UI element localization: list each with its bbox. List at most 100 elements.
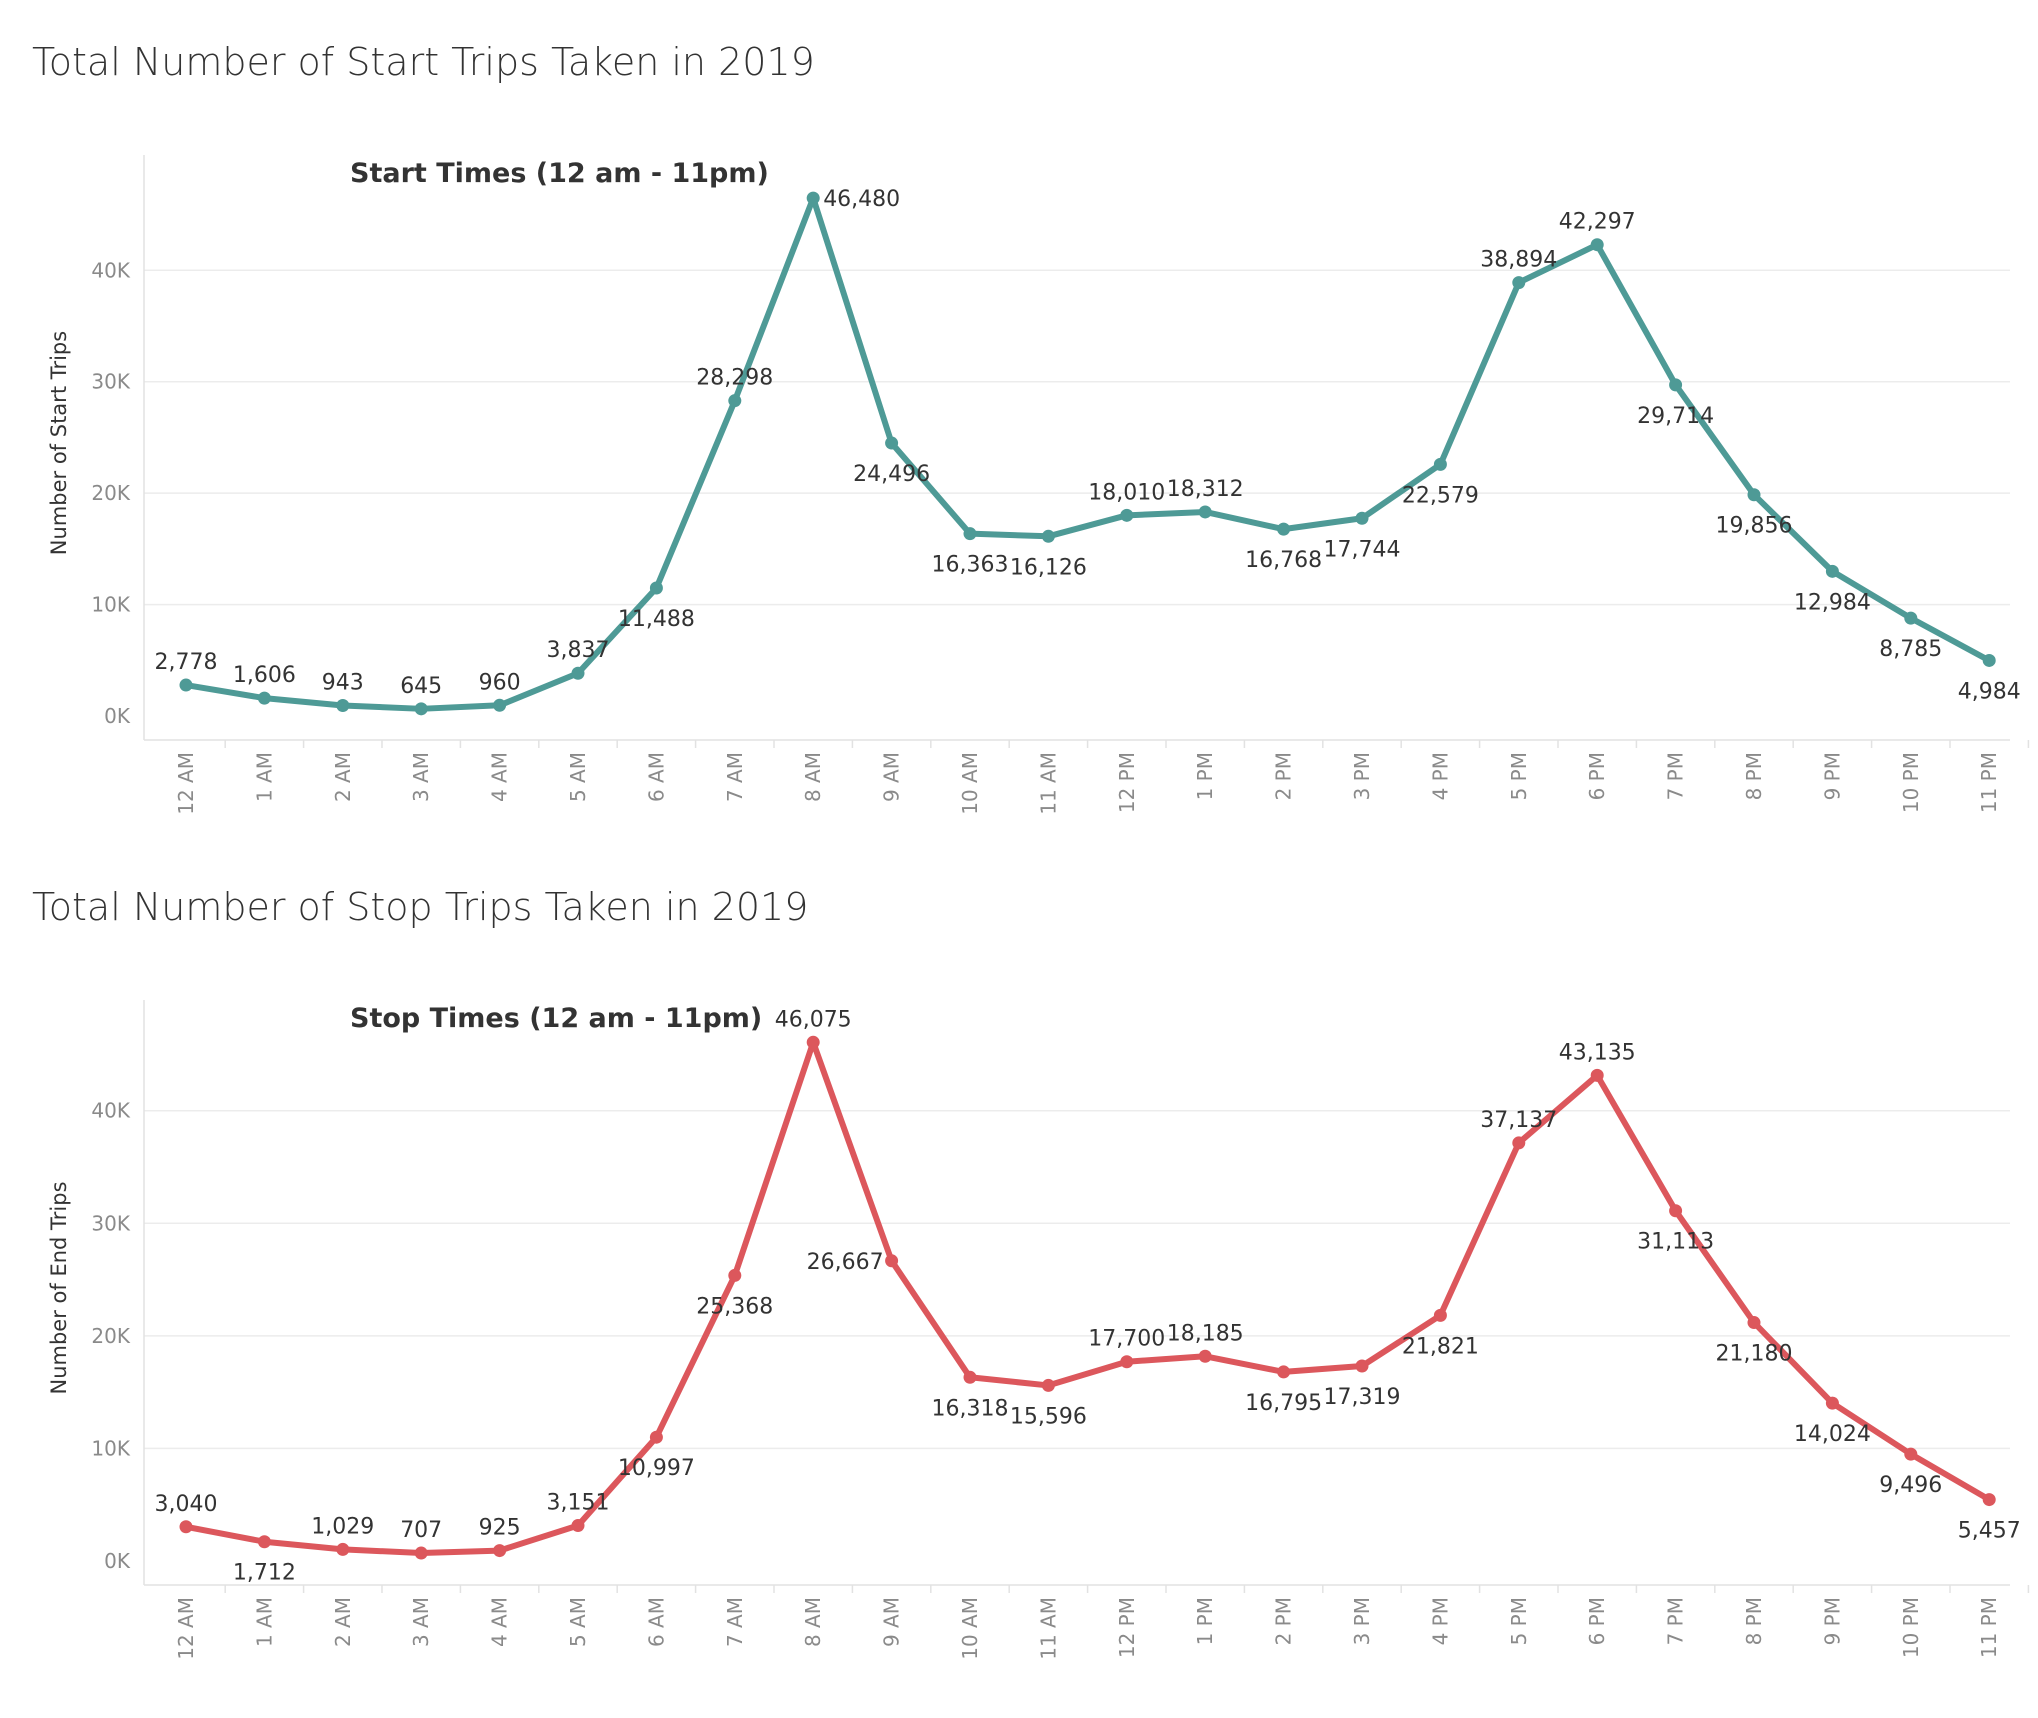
- data-label: 16,795: [1245, 1391, 1322, 1416]
- data-point: [1512, 1136, 1526, 1150]
- stop-chart-page-title: Total Number of Stop Trips Taken in 2019: [32, 885, 809, 929]
- x-tick-label: 6 AM: [644, 1597, 668, 1647]
- data-label: 18,010: [1088, 480, 1165, 505]
- y-tick-label: 20K: [91, 1324, 130, 1348]
- stop-trips-line-chart: Stop Times (12 am - 11pm) Number of End T…: [47, 1000, 2030, 1660]
- data-label: 43,135: [1559, 1040, 1636, 1065]
- x-tick-label: 1 PM: [1193, 1597, 1217, 1645]
- data-label: 707: [400, 1518, 442, 1543]
- x-tick-label: 2 AM: [331, 752, 355, 802]
- data-label: 31,113: [1637, 1230, 1714, 1255]
- data-label: 1,029: [311, 1514, 374, 1539]
- x-tick-label: 5 PM: [1507, 1597, 1531, 1645]
- data-label: 11,488: [618, 607, 695, 632]
- data-label: 38,894: [1480, 248, 1557, 273]
- x-tick-label: 11 AM: [1036, 1597, 1060, 1660]
- x-tick-label: 1 PM: [1193, 752, 1217, 800]
- data-point: [1590, 238, 1604, 252]
- data-label: 28,298: [696, 366, 773, 391]
- data-point: [1120, 508, 1134, 522]
- x-tick-label: 7 AM: [723, 752, 747, 802]
- data-point: [1355, 1359, 1369, 1373]
- data-label: 5,457: [1958, 1519, 2021, 1544]
- series-line: [183, 195, 1993, 712]
- data-label: 1,712: [233, 1561, 296, 1586]
- data-point: [1277, 1365, 1291, 1379]
- data-point: [493, 698, 507, 712]
- y-axis-label: Number of Start Trips: [47, 331, 71, 555]
- data-point: [806, 191, 820, 205]
- data-point: [414, 702, 428, 716]
- data-point: [728, 1268, 742, 1282]
- data-label: 1,606: [233, 663, 296, 688]
- x-tick-label: 3 PM: [1350, 1597, 1374, 1645]
- data-point: [1904, 1447, 1918, 1461]
- data-point: [728, 394, 742, 408]
- data-point: [1825, 1396, 1839, 1410]
- y-tick-label: 10K: [91, 593, 130, 617]
- x-tick-label: 8 PM: [1742, 752, 1766, 800]
- x-tick-label: 3 AM: [409, 752, 433, 802]
- data-label: 24,496: [853, 462, 930, 487]
- data-point: [1433, 1308, 1447, 1322]
- data-point: [493, 1544, 507, 1558]
- x-tick-label: 10 PM: [1899, 1597, 1923, 1658]
- data-label: 3,837: [547, 638, 610, 663]
- data-point: [649, 1430, 663, 1444]
- data-point: [571, 1519, 585, 1533]
- data-label: 16,318: [932, 1396, 1009, 1421]
- start-chart-page-title: Total Number of Start Trips Taken in 201…: [32, 40, 815, 84]
- y-tick-label: 40K: [91, 258, 130, 282]
- data-point: [571, 666, 585, 680]
- x-tick-label: 3 PM: [1350, 752, 1374, 800]
- data-label: 645: [400, 674, 442, 699]
- x-tick-label: 12 PM: [1115, 752, 1139, 813]
- x-tick-label: 5 AM: [566, 1597, 590, 1647]
- data-label: 42,297: [1559, 210, 1636, 235]
- data-point: [336, 1542, 350, 1556]
- data-label: 26,667: [807, 1250, 884, 1275]
- data-label: 17,700: [1088, 1327, 1165, 1352]
- x-tick-label: 2 PM: [1272, 1597, 1296, 1645]
- data-point: [649, 581, 663, 595]
- data-point: [1904, 611, 1918, 625]
- x-tick-label: 10 AM: [958, 752, 982, 815]
- data-label: 22,579: [1402, 483, 1479, 508]
- y-tick-label: 40K: [91, 1099, 130, 1123]
- data-label: 15,596: [1010, 1404, 1087, 1429]
- data-label: 2,778: [155, 650, 218, 675]
- x-tick-label: 6 AM: [644, 752, 668, 802]
- x-tick-label: 4 AM: [488, 752, 512, 802]
- data-label: 29,714: [1637, 404, 1714, 429]
- data-point: [1198, 505, 1212, 519]
- x-tick-label: 8 AM: [801, 752, 825, 802]
- data-label: 3,151: [547, 1491, 610, 1516]
- data-label: 46,480: [823, 187, 900, 212]
- data-point: [336, 698, 350, 712]
- data-point: [179, 678, 193, 692]
- data-point: [1982, 653, 1996, 667]
- data-point: [1355, 511, 1369, 525]
- data-label: 17,744: [1324, 537, 1401, 562]
- data-label: 17,319: [1324, 1385, 1401, 1410]
- data-point: [1041, 529, 1055, 543]
- data-point: [257, 1535, 271, 1549]
- data-label: 21,180: [1716, 1342, 1793, 1367]
- data-point: [1120, 1355, 1134, 1369]
- data-label: 960: [479, 670, 521, 695]
- data-label: 19,856: [1716, 514, 1793, 539]
- data-label: 4,984: [1958, 679, 2021, 704]
- data-point: [179, 1520, 193, 1534]
- data-label: 9,496: [1879, 1473, 1942, 1498]
- data-point: [1982, 1493, 1996, 1507]
- data-label: 14,024: [1794, 1422, 1871, 1447]
- x-tick-label: 8 AM: [801, 1597, 825, 1647]
- x-tick-label: 1 AM: [252, 752, 276, 802]
- y-tick-label: 30K: [91, 1211, 130, 1235]
- data-label: 943: [322, 670, 364, 695]
- x-tick-label: 2 AM: [331, 1597, 355, 1647]
- x-tick-label: 6 PM: [1585, 752, 1609, 800]
- x-tick-label: 12 AM: [174, 752, 198, 815]
- start-trips-line-chart: Start Times (12 am - 11pm) Number of Star…: [47, 155, 2030, 815]
- data-point: [1198, 1349, 1212, 1363]
